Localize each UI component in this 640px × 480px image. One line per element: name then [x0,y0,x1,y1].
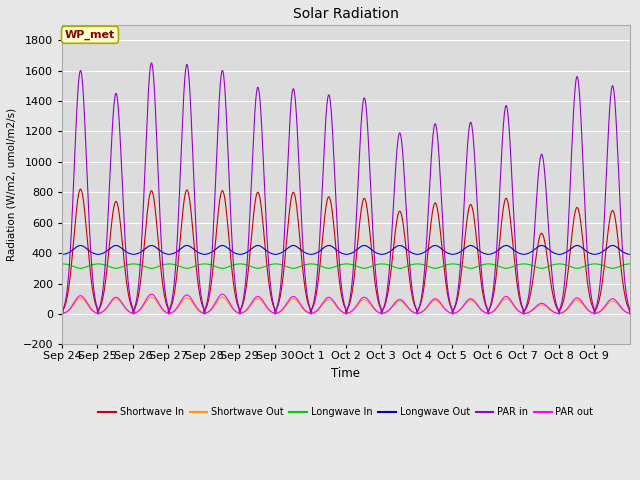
PAR out [520,311,527,317]
Longwave In [237,261,245,267]
Shortwave Out [618,306,626,312]
Shortwave Out [115,297,122,303]
Longwave Out [58,252,66,257]
PAR out [549,309,557,314]
PAR out [148,291,156,297]
Longwave Out [380,251,388,257]
Shortwave Out [237,311,245,316]
Shortwave In [237,305,245,311]
Shortwave In [58,309,66,314]
PAR in [115,111,122,117]
Longwave Out [516,251,524,257]
Longwave Out [115,243,122,249]
Longwave In [516,261,524,267]
Title: Solar Radiation: Solar Radiation [293,7,399,21]
Longwave Out [549,250,557,255]
Shortwave Out [626,311,634,317]
Line: Longwave In: Longwave In [62,264,630,268]
Shortwave In [77,186,84,192]
Shortwave In [618,273,626,278]
X-axis label: Time: Time [332,367,360,380]
Shortwave In [380,305,388,311]
Y-axis label: Radiation (W/m2, umol/m2/s): Radiation (W/m2, umol/m2/s) [7,108,17,261]
Longwave Out [618,248,625,254]
Shortwave In [549,293,557,299]
Line: PAR out: PAR out [62,294,630,314]
Longwave Out [626,252,634,257]
Longwave Out [237,252,245,257]
Longwave In [115,265,122,271]
Longwave In [380,261,388,267]
Legend: Shortwave In, Shortwave Out, Longwave In, Longwave Out, PAR in, PAR out: Shortwave In, Shortwave Out, Longwave In… [94,404,597,421]
Line: Shortwave Out: Shortwave Out [62,297,630,314]
Shortwave Out [520,311,527,317]
Longwave In [58,261,66,267]
Shortwave Out [517,310,525,315]
PAR out [237,310,245,316]
Shortwave In [517,301,525,307]
PAR in [237,304,245,310]
PAR out [58,311,66,316]
PAR in [626,311,634,317]
Longwave In [626,261,634,267]
PAR in [58,311,66,317]
Shortwave In [115,209,123,215]
PAR out [517,310,525,315]
Line: Shortwave In: Shortwave In [62,189,630,312]
PAR in [380,303,388,309]
PAR in [549,281,557,287]
PAR in [517,299,525,304]
Line: Longwave Out: Longwave Out [62,245,630,254]
Shortwave Out [549,309,557,315]
PAR out [380,310,388,316]
PAR out [115,296,122,301]
PAR out [618,305,626,311]
PAR in [618,233,625,239]
Longwave In [549,262,557,268]
Text: WP_met: WP_met [65,30,115,40]
Line: PAR in: PAR in [62,63,630,314]
Shortwave Out [58,311,66,316]
Shortwave In [520,309,527,315]
Shortwave Out [380,310,388,316]
Longwave In [618,263,625,268]
Longwave Out [609,242,616,248]
PAR in [148,60,156,66]
Shortwave In [626,309,634,315]
PAR out [626,311,634,316]
Shortwave Out [148,294,156,300]
Longwave In [609,265,616,271]
